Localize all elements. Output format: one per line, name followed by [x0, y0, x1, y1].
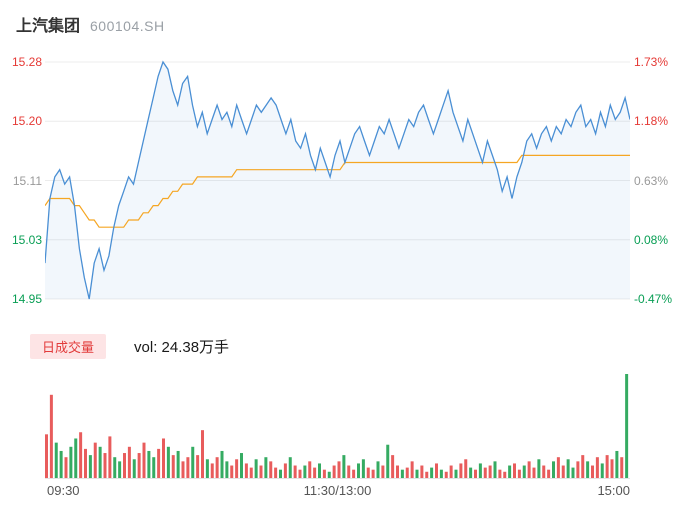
volume-tab[interactable]: 日成交量	[30, 334, 107, 359]
y-left-label: 15.28	[11, 55, 42, 69]
stock-header: 上汽集团 600104.SH	[16, 12, 165, 36]
y-right-label: 0.08%	[634, 232, 669, 247]
volume-chart-canvas[interactable]	[45, 372, 630, 478]
y-left-label: 15.11	[12, 173, 42, 188]
price-chart[interactable]	[45, 55, 630, 305]
y-left-label: 15.03	[11, 232, 42, 247]
volume-chart[interactable]	[45, 372, 630, 479]
y-axis-left: 15.28 15.20 15.11 15.03 14.95	[4, 55, 42, 306]
volume-header: 日成交量 vol: 24.38万手	[30, 334, 229, 359]
y-axis-right: 1.73% 1.18% 0.63% 0.08% -0.47%	[634, 55, 682, 306]
y-left-label: 14.95	[11, 292, 42, 306]
x-axis: 09:30 11:30/13:00 15:00	[45, 483, 630, 499]
volume-value: vol: 24.38万手	[134, 339, 230, 356]
y-right-label: 0.63%	[634, 173, 669, 188]
x-axis-label-open: 09:30	[47, 483, 80, 498]
stock-code: 600104.SH	[90, 18, 165, 34]
y-left-label: 15.20	[11, 114, 42, 129]
x-axis-label-midday: 11:30/13:00	[303, 483, 372, 498]
y-right-label: -0.47%	[634, 292, 673, 306]
y-right-label: 1.18%	[634, 114, 669, 129]
price-chart-canvas[interactable]	[45, 55, 630, 305]
x-axis-label-close: 15:00	[597, 483, 630, 498]
y-right-label: 1.73%	[634, 55, 669, 69]
stock-name: 上汽集团	[16, 18, 81, 35]
